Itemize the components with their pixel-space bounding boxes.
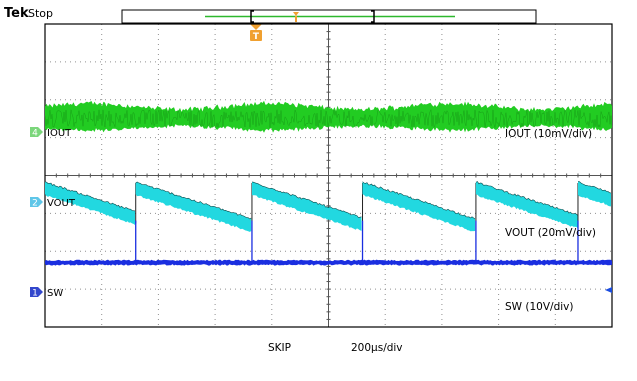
- vout-ramp: [578, 181, 611, 207]
- trigger-position-icon: [293, 12, 299, 16]
- channel-1-name: SW: [47, 288, 63, 299]
- vout-ramp-edge: [577, 181, 612, 194]
- channel-4-number: 4: [32, 129, 38, 139]
- ioout-scale-label: IOUT (10mV/div): [505, 128, 592, 140]
- timebase-label: 200µs/div: [351, 342, 403, 354]
- channel-markers: 4 2 1: [30, 127, 612, 299]
- run-state: Stop: [28, 7, 53, 20]
- vout-ramp-edge: [251, 181, 362, 219]
- vout-ramp: [362, 181, 475, 232]
- trigger-label: T: [253, 32, 260, 42]
- channel-2-marker: 2: [30, 197, 43, 209]
- vout-ramp-edge: [362, 181, 476, 220]
- trigger-level-icon: [605, 287, 612, 293]
- ioout-waveform: [45, 100, 612, 133]
- channel-2-number: 2: [32, 199, 38, 209]
- vout-ramp: [252, 181, 362, 231]
- channel-1-marker: 1: [30, 287, 43, 299]
- vout-ramp-edge: [44, 181, 136, 212]
- waveforms: [44, 100, 613, 266]
- channel-4-name: IOUT: [47, 128, 72, 139]
- graticule: [44, 23, 613, 328]
- channel-2-name: VOUT: [47, 198, 76, 209]
- ioout-waveform-detail: [44, 108, 613, 129]
- vout-ramp-edge: [475, 181, 579, 216]
- vout-ramp: [135, 182, 252, 232]
- brand-logo: Tek: [4, 6, 29, 21]
- record-bar: [121, 9, 537, 24]
- graticule-frame: [44, 23, 613, 328]
- vout-ramp: [475, 181, 578, 229]
- mode-label: SKIP: [268, 342, 291, 354]
- trigger-icon: T: [250, 24, 262, 42]
- vout-scale-label: VOUT (20mV/div): [505, 227, 596, 239]
- channel-1-number: 1: [32, 289, 38, 299]
- vout-ramp-edge: [135, 181, 252, 220]
- sw-waveform: [45, 259, 612, 266]
- vout-ramp: [45, 181, 135, 225]
- channel-4-marker: 4: [30, 127, 43, 139]
- sw-scale-label: SW (10V/div): [505, 301, 573, 313]
